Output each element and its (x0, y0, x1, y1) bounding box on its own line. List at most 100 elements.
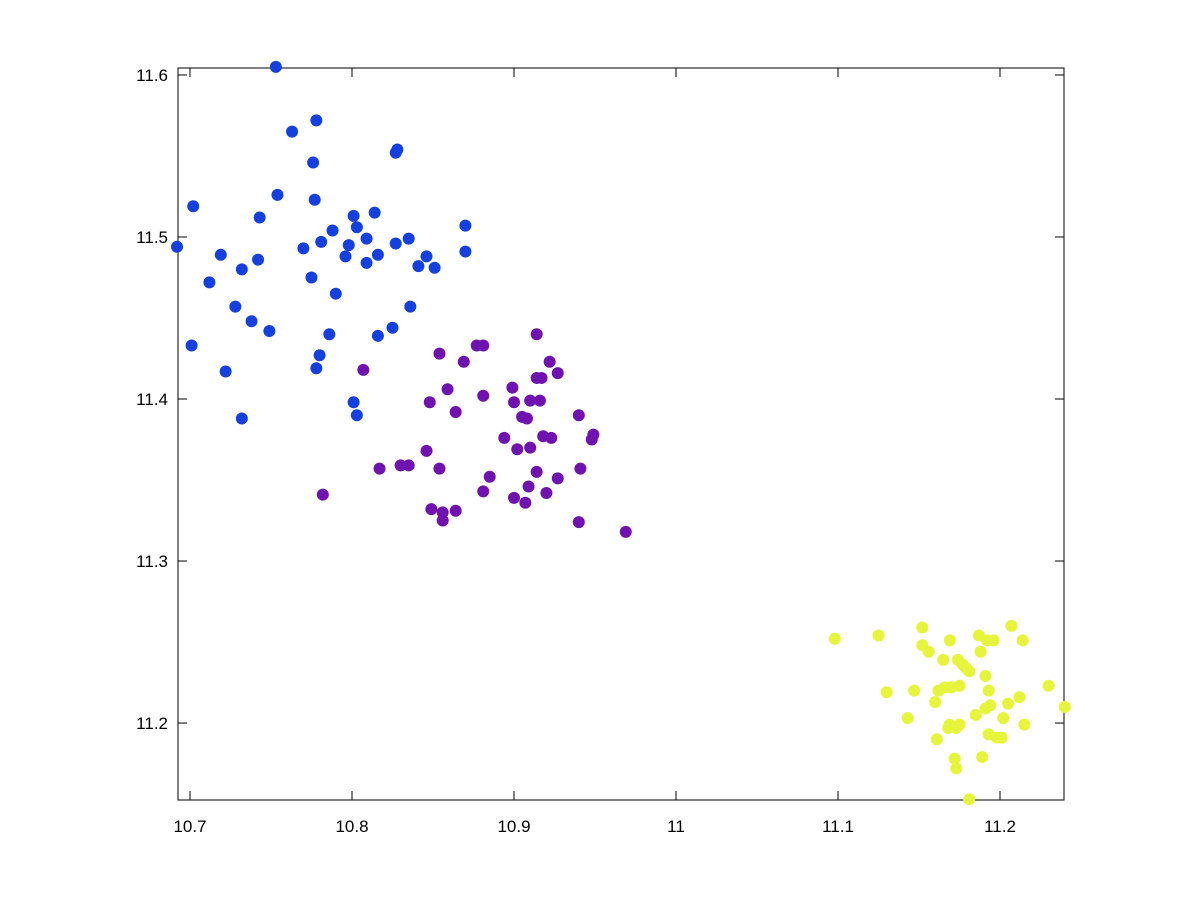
point (572, 516, 585, 529)
point (263, 324, 276, 337)
point (929, 695, 942, 708)
point (360, 232, 373, 245)
point (535, 371, 548, 384)
point (357, 363, 370, 376)
point (943, 634, 956, 647)
point (828, 632, 841, 645)
point (350, 221, 363, 234)
point (457, 355, 470, 368)
point (507, 396, 520, 409)
point (373, 462, 386, 475)
point (524, 394, 537, 407)
point (498, 431, 511, 444)
point (916, 621, 929, 634)
point (360, 256, 373, 269)
point (449, 405, 462, 418)
point (307, 156, 320, 169)
point (423, 396, 436, 409)
point (511, 443, 524, 456)
point (963, 793, 976, 806)
point (507, 491, 520, 504)
point (937, 653, 950, 666)
point (901, 712, 914, 725)
point (235, 263, 248, 276)
point (286, 125, 299, 138)
point (449, 504, 462, 517)
point (932, 684, 945, 697)
point (326, 224, 339, 237)
x-tick-label: 10.8 (335, 817, 368, 836)
point (942, 721, 955, 734)
point (982, 684, 995, 697)
y-tick-label: 11.2 (136, 714, 168, 733)
point (350, 409, 363, 422)
point (187, 200, 200, 213)
point (997, 712, 1010, 725)
point (545, 431, 558, 444)
point (533, 394, 546, 407)
point (459, 245, 472, 258)
point (520, 412, 533, 425)
point (436, 514, 449, 527)
point (1058, 700, 1071, 713)
point (368, 206, 381, 219)
point (522, 480, 535, 493)
x-tick-label: 11 (667, 817, 685, 836)
x-tick-label: 11.1 (822, 817, 854, 836)
point (519, 496, 532, 509)
point (229, 300, 242, 313)
point (574, 462, 587, 475)
point (959, 661, 972, 674)
point (412, 260, 425, 273)
point (271, 188, 284, 201)
point (252, 253, 265, 266)
point (329, 287, 342, 300)
point (171, 240, 184, 253)
y-tick-label: 11.5 (136, 228, 168, 247)
point (1013, 691, 1026, 704)
point (974, 645, 987, 658)
y-tick-label: 11.4 (136, 390, 168, 409)
point (391, 143, 404, 156)
point (203, 276, 216, 289)
point (976, 751, 989, 764)
x-tick-label: 10.9 (497, 817, 530, 836)
point (530, 328, 543, 341)
point (953, 679, 966, 692)
point (297, 242, 310, 255)
point (585, 433, 598, 446)
point (185, 339, 198, 352)
point (950, 762, 963, 775)
point (428, 261, 441, 274)
point (433, 462, 446, 475)
point (342, 239, 355, 252)
point (551, 367, 564, 380)
point (880, 686, 893, 699)
point (1005, 619, 1018, 632)
point (386, 321, 399, 334)
point (524, 441, 537, 454)
point (540, 486, 553, 499)
point (305, 271, 318, 284)
point (308, 193, 321, 206)
point (323, 328, 336, 341)
point (315, 235, 328, 248)
point (948, 752, 961, 765)
y-tick-label: 11.6 (136, 66, 168, 85)
point (477, 389, 490, 402)
point (477, 339, 490, 352)
point (619, 525, 632, 538)
point (1002, 697, 1015, 710)
point (219, 365, 232, 378)
point (922, 645, 935, 658)
point (1042, 679, 1055, 692)
x-tick-label: 10.7 (173, 817, 206, 836)
x-tick-label: 11.2 (984, 817, 1016, 836)
point (245, 315, 258, 328)
point (995, 731, 1008, 744)
point (394, 459, 407, 472)
point (953, 718, 966, 731)
point (235, 412, 248, 425)
